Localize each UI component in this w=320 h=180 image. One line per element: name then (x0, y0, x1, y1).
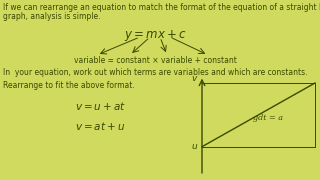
Text: In  your equation, work out which terms are variables and which are constants.: In your equation, work out which terms a… (3, 68, 308, 77)
Text: $v$: $v$ (191, 74, 199, 83)
Text: $y = mx + c$: $y = mx + c$ (124, 28, 186, 43)
Text: $u$: $u$ (191, 142, 199, 151)
Text: gdt = a: gdt = a (252, 114, 283, 122)
Text: graph, analysis is simple.: graph, analysis is simple. (3, 12, 100, 21)
Text: Rearrange to fit the above format.: Rearrange to fit the above format. (3, 81, 135, 90)
Text: $v = u + at$: $v = u + at$ (75, 100, 125, 112)
Text: If we can rearrange an equation to match the format of the equation of a straigh: If we can rearrange an equation to match… (3, 3, 320, 12)
Text: $v = at + u$: $v = at + u$ (75, 120, 125, 132)
Text: variable = constant × variable + constant: variable = constant × variable + constan… (74, 56, 236, 65)
